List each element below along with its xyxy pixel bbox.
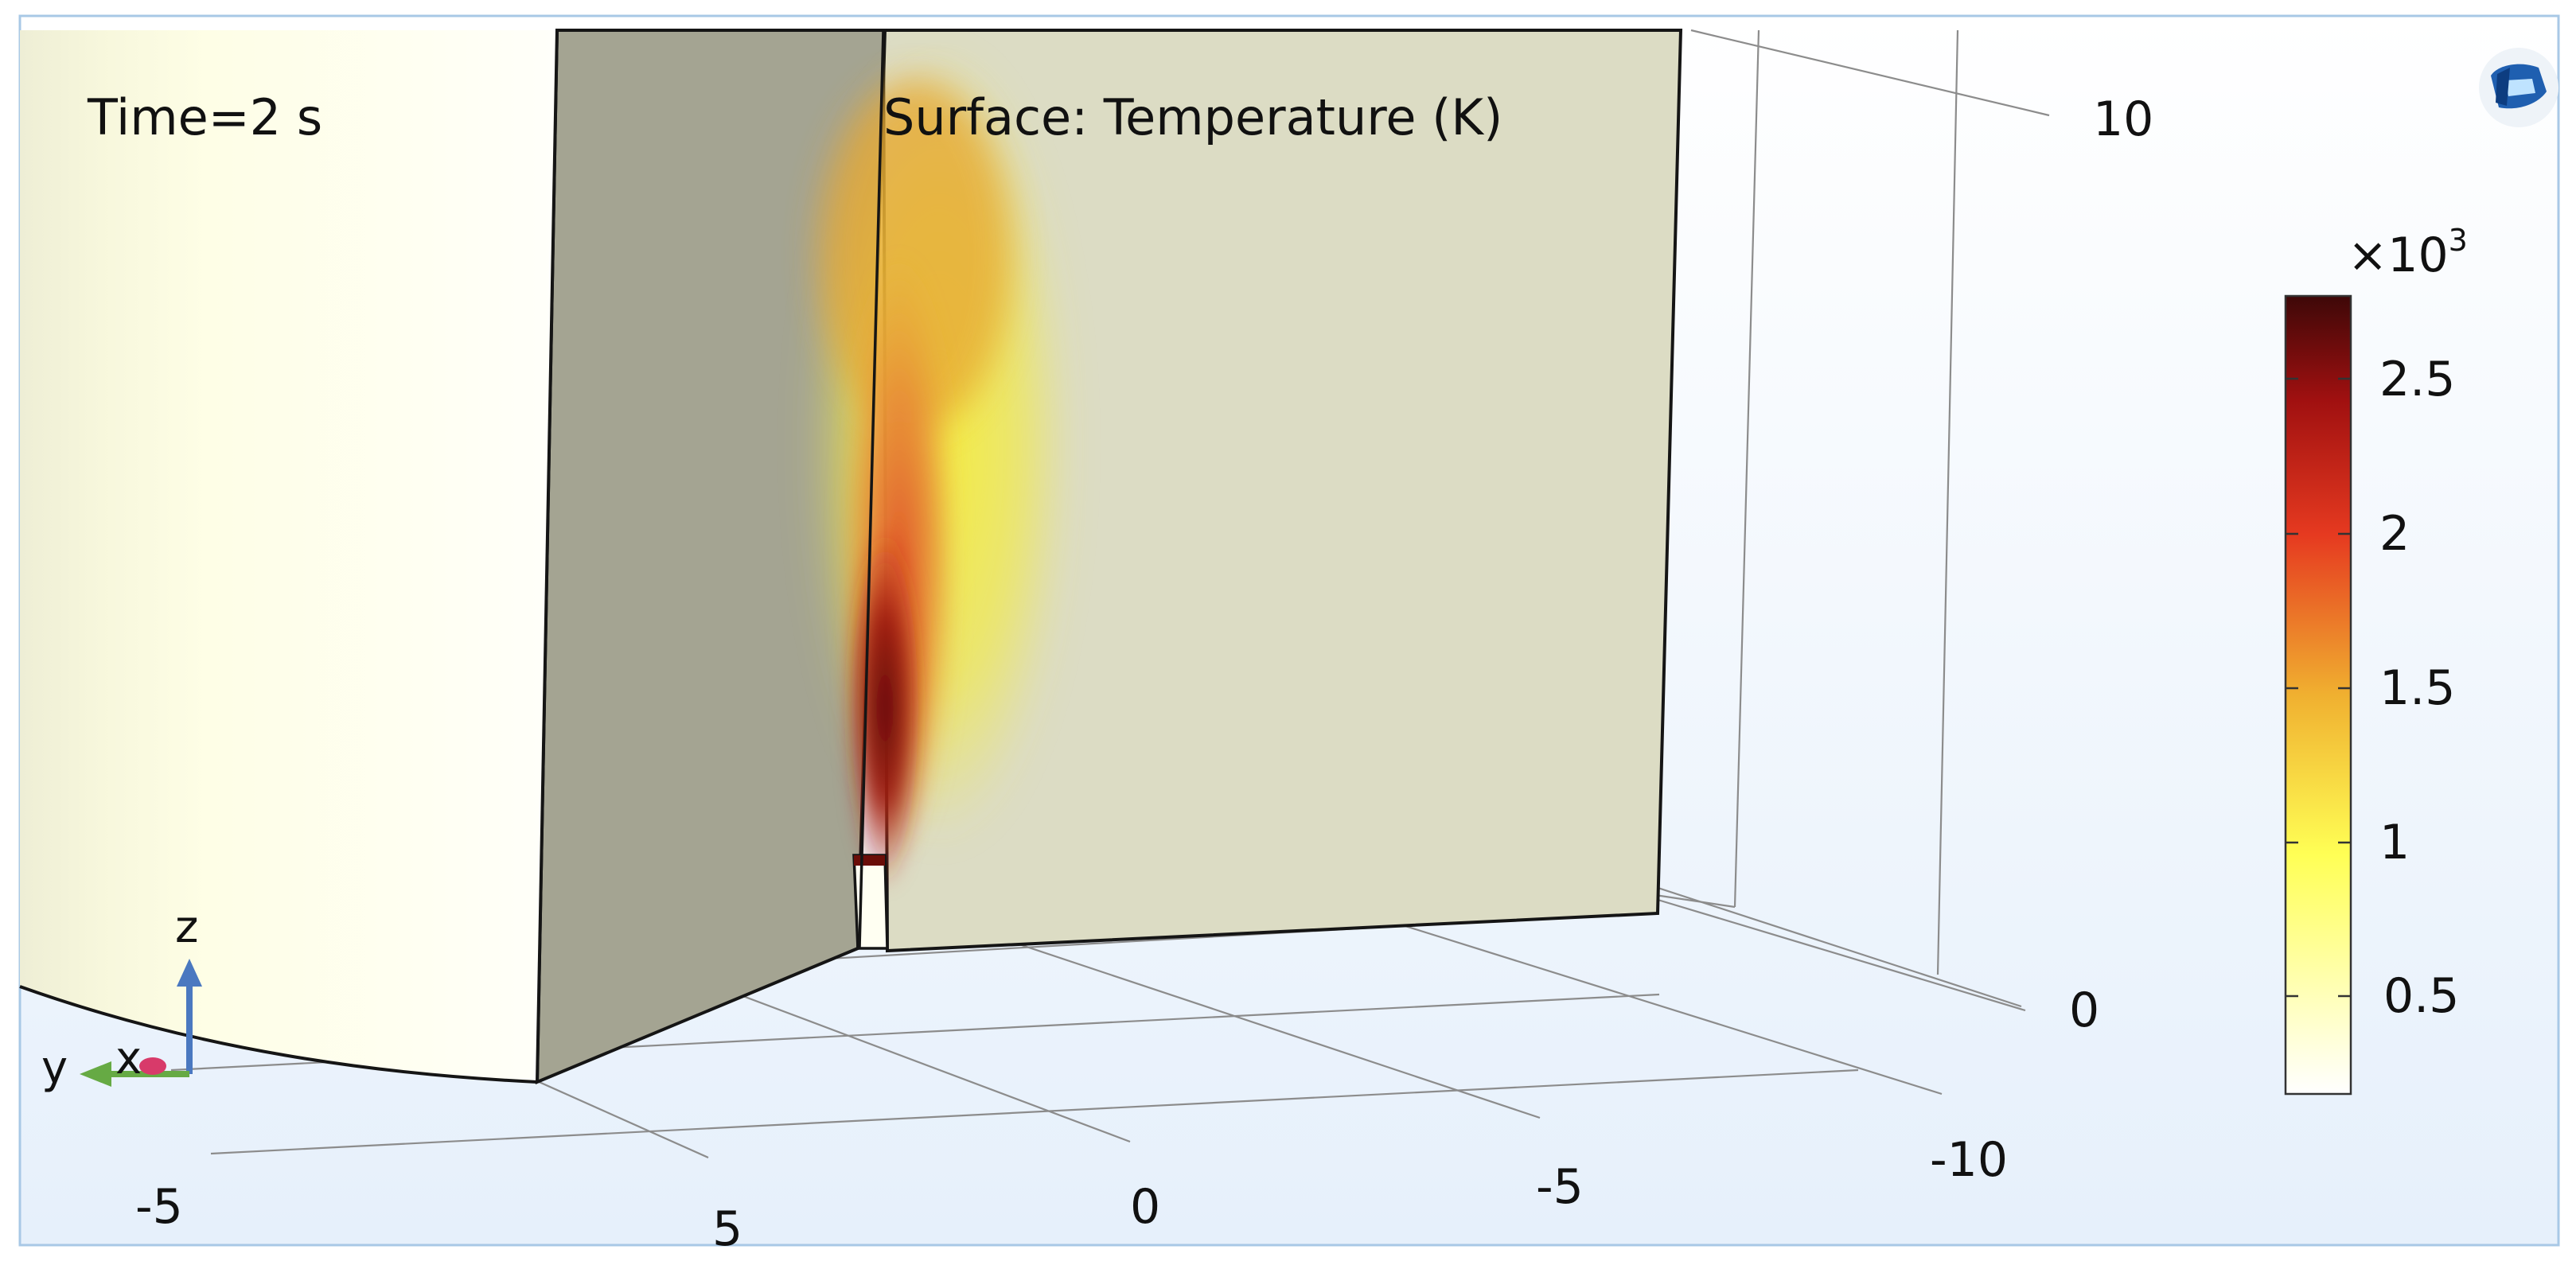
colorbar-multiplier: ×103 xyxy=(2348,223,2468,283)
colorbar-gradient xyxy=(2284,294,2352,1096)
x-tick-label: -5 xyxy=(135,1179,183,1235)
z-arrow-icon xyxy=(177,959,202,987)
y-tick-label: 0 xyxy=(1130,1179,1161,1235)
y-tick-label: 5 xyxy=(712,1201,743,1257)
colorbar-tick-label: 1.5 xyxy=(2379,660,2456,716)
colorbar-tick-label: 0.5 xyxy=(2383,968,2460,1024)
wall-grid xyxy=(1654,29,2050,975)
triad-z-label: z xyxy=(175,901,199,953)
colorbar-tick-label: 2 xyxy=(2379,506,2410,562)
axis-triad xyxy=(80,959,202,1087)
y-tick-label: -10 xyxy=(1930,1132,2008,1188)
temperature-plume xyxy=(808,48,1070,891)
colorbar-tick-label: 2.5 xyxy=(2379,352,2456,407)
time-label: Time=2 s xyxy=(88,88,323,146)
left-cylinder[interactable] xyxy=(20,30,557,1082)
z-tick-label: 10 xyxy=(2093,91,2154,147)
comsol-logo-glyph xyxy=(2479,48,2558,127)
triad-y-label: y xyxy=(41,1042,68,1094)
z-tick-label: 0 xyxy=(2069,983,2100,1038)
x-arrow-icon xyxy=(139,1057,166,1075)
triad-x-label: x xyxy=(115,1033,142,1084)
comsol-logo-icon[interactable] xyxy=(2475,44,2562,131)
surface-label: Surface: Temperature (K) xyxy=(883,88,1503,146)
y-arrow-icon xyxy=(80,1061,111,1087)
colorbar-ticks xyxy=(2286,377,2351,998)
colorbar-tick-label: 1 xyxy=(2379,815,2410,870)
y-tick-label: -5 xyxy=(1536,1159,1584,1215)
